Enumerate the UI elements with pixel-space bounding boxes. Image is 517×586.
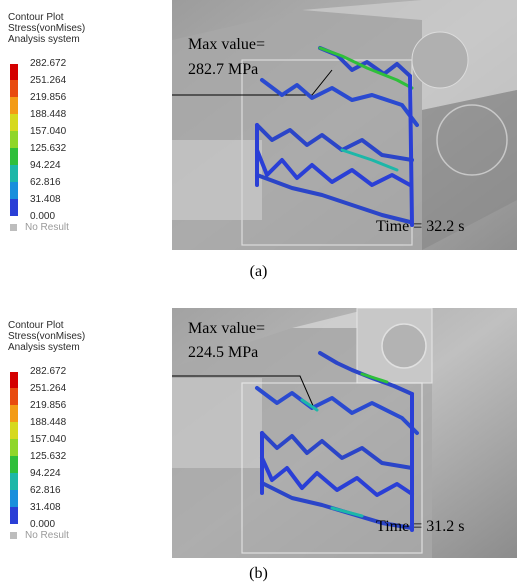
scale-tick-label: 282.672	[30, 366, 67, 377]
scale-tick-label: 62.816	[30, 485, 61, 496]
scale-swatch	[10, 97, 18, 114]
scale-tick-label: 251.264	[30, 75, 67, 86]
medium-stress-segment	[330, 506, 364, 518]
no-result-legend: No Result	[10, 222, 69, 233]
no-result-label: No Result	[25, 222, 69, 233]
no-result-swatch	[10, 532, 17, 539]
bore-circle	[436, 104, 508, 176]
spring-segment	[255, 386, 419, 435]
scale-swatch	[10, 473, 18, 490]
scale-tick-label: 219.856	[30, 92, 67, 103]
scale-tick-label: 0.000	[30, 519, 56, 530]
scale-swatch	[10, 64, 18, 80]
legend-title-line-2: Stress(vonMises)	[8, 23, 86, 34]
panel-a-caption: (a)	[249, 263, 268, 280]
contour-legend: Contour Plot Stress(vonMises) Analysis s…	[8, 12, 128, 233]
spring-structure	[255, 46, 419, 227]
bore-circle	[411, 31, 469, 89]
legend-title-line-2: Stress(vonMises)	[8, 331, 86, 342]
high-stress-segment	[318, 46, 414, 90]
bore-circle	[381, 323, 427, 369]
time-label: Time = 32.2 s	[376, 218, 465, 235]
fea-stress-render	[172, 308, 517, 558]
housing-block	[172, 328, 432, 558]
legend-title-line-3: Analysis system	[8, 34, 80, 45]
max-value-number: 224.5 MPa	[188, 344, 259, 361]
spring-segment	[260, 456, 414, 497]
scale-tick-label: 31.408	[30, 502, 61, 513]
scale-tick-label: 157.040	[30, 434, 67, 445]
housing-pipe	[172, 378, 262, 468]
scale-tick-label: 188.448	[30, 417, 67, 428]
scale-swatch	[10, 199, 18, 216]
color-scale-bar	[10, 372, 18, 524]
scale-tick-label: 157.040	[30, 126, 67, 137]
scale-tick-label: 125.632	[30, 143, 67, 154]
scale-tick-label: 94.224	[30, 160, 61, 171]
spring-segment	[260, 431, 414, 470]
scale-swatch	[10, 388, 18, 405]
scale-swatch	[10, 165, 18, 182]
no-result-legend: No Result	[10, 530, 69, 541]
spring-post	[408, 74, 414, 227]
max-value-leader-line	[172, 69, 333, 96]
housing-top	[302, 0, 517, 110]
scale-tick-label: 282.672	[30, 58, 67, 69]
spring-segment	[255, 173, 412, 224]
scale-tick-label: 94.224	[30, 468, 61, 479]
medium-stress-segment	[300, 398, 319, 412]
scale-swatch	[10, 182, 18, 199]
panel-a: Contour Plot Stress(vonMises) Analysis s…	[0, 0, 517, 255]
scale-tick-label: 62.816	[30, 177, 61, 188]
scale-tick-label: 251.264	[30, 383, 67, 394]
scale-tick-label: 0.000	[30, 211, 56, 222]
scale-tick-label: 125.632	[30, 451, 67, 462]
scale-swatch	[10, 372, 18, 388]
spring-structure	[255, 351, 419, 532]
legend-title-line-1: Contour Plot	[8, 320, 64, 331]
scale-swatch	[10, 148, 18, 165]
no-result-swatch	[10, 224, 17, 231]
housing-pipe	[172, 140, 262, 220]
scale-swatch	[10, 405, 18, 422]
color-scale-bar	[10, 64, 18, 216]
panel-b-caption: (b)	[249, 565, 268, 582]
scale-swatch	[10, 507, 18, 524]
max-value-label: Max value=	[188, 36, 265, 53]
scale-tick-label: 31.408	[30, 194, 61, 205]
panel-b: Contour Plot Stress(vonMises) Analysis s…	[0, 308, 517, 563]
scale-tick-label: 219.856	[30, 400, 67, 411]
scale-swatch	[10, 131, 18, 148]
legend-title-line-1: Contour Plot	[8, 12, 64, 23]
scale-swatch	[10, 439, 18, 456]
high-stress-segment	[360, 372, 389, 384]
scale-tick-label: 188.448	[30, 109, 67, 120]
max-value-label: Max value=	[188, 320, 265, 337]
scale-swatch	[10, 80, 18, 97]
medium-stress-segment	[340, 148, 399, 172]
housing-side	[422, 90, 517, 250]
housing-edge	[241, 382, 423, 554]
max-value-number: 282.7 MPa	[188, 61, 259, 78]
contour-legend: Contour Plot Stress(vonMises) Analysis s…	[8, 320, 128, 541]
max-value-leader-line	[172, 375, 315, 409]
spring-segment	[255, 148, 412, 187]
spring-segment	[255, 123, 414, 162]
scale-swatch	[10, 456, 18, 473]
scale-swatch	[10, 490, 18, 507]
time-label: Time = 31.2 s	[376, 518, 465, 535]
no-result-label: No Result	[25, 530, 69, 541]
legend-title-line-3: Analysis system	[8, 342, 80, 353]
fea-stress-render	[172, 0, 517, 250]
scale-swatch	[10, 422, 18, 439]
spring-segment	[260, 78, 419, 127]
scale-swatch	[10, 114, 18, 131]
